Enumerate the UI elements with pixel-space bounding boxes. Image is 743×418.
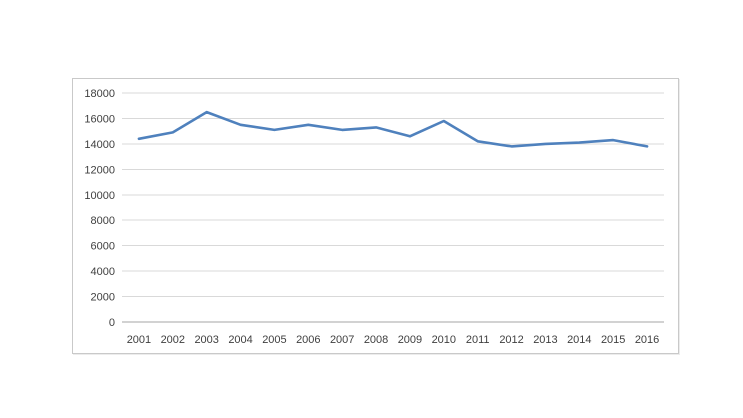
x-axis-tick-label: 2009 <box>398 334 422 346</box>
x-axis-tick-label: 2016 <box>635 334 659 346</box>
y-axis-tick-label: 16000 <box>84 113 115 125</box>
x-axis-tick-label: 2001 <box>127 334 151 346</box>
x-axis-tick-label: 2007 <box>330 334 354 346</box>
x-axis-tick-label: 2008 <box>364 334 388 346</box>
chart-frame: 0 2000 4000 6000 8000 10000 12000 14000 16000 180… <box>72 78 679 354</box>
chart-svg: 0 2000 4000 6000 8000 10000 12000 14000 16000 180… <box>84 88 664 346</box>
y-axis-tick-label: 6000 <box>91 241 115 253</box>
x-axis-tick-label: 2005 <box>262 334 286 346</box>
x-axis-tick-label: 2002 <box>161 334 185 346</box>
data-series-line <box>137 110 649 148</box>
y-axis-tick-label: 0 <box>109 317 115 329</box>
y-axis-tick-label: 8000 <box>91 215 115 227</box>
x-axis-tick-label: 2014 <box>567 334 591 346</box>
x-axis-tick-label: 2004 <box>228 334 252 346</box>
y-axis-tick-label: 2000 <box>91 292 115 304</box>
x-axis-tick-label: 2010 <box>432 334 456 346</box>
y-axis-tick-label: 12000 <box>84 164 115 176</box>
y-axis-tick-label: 10000 <box>84 190 115 202</box>
y-axis-tick-label: 4000 <box>91 266 115 278</box>
x-axis-tick-label: 2013 <box>533 334 557 346</box>
y-axis-tick-label: 14000 <box>84 139 115 151</box>
x-axis-tick-label: 2011 <box>466 334 490 346</box>
x-axis-tick-label: 2012 <box>499 334 523 346</box>
x-axis-tick-label: 2003 <box>194 334 218 346</box>
x-axis-tick-label: 2015 <box>601 334 625 346</box>
y-axis-tick-label: 18000 <box>84 88 115 100</box>
x-axis-tick-label: 2006 <box>296 334 320 346</box>
